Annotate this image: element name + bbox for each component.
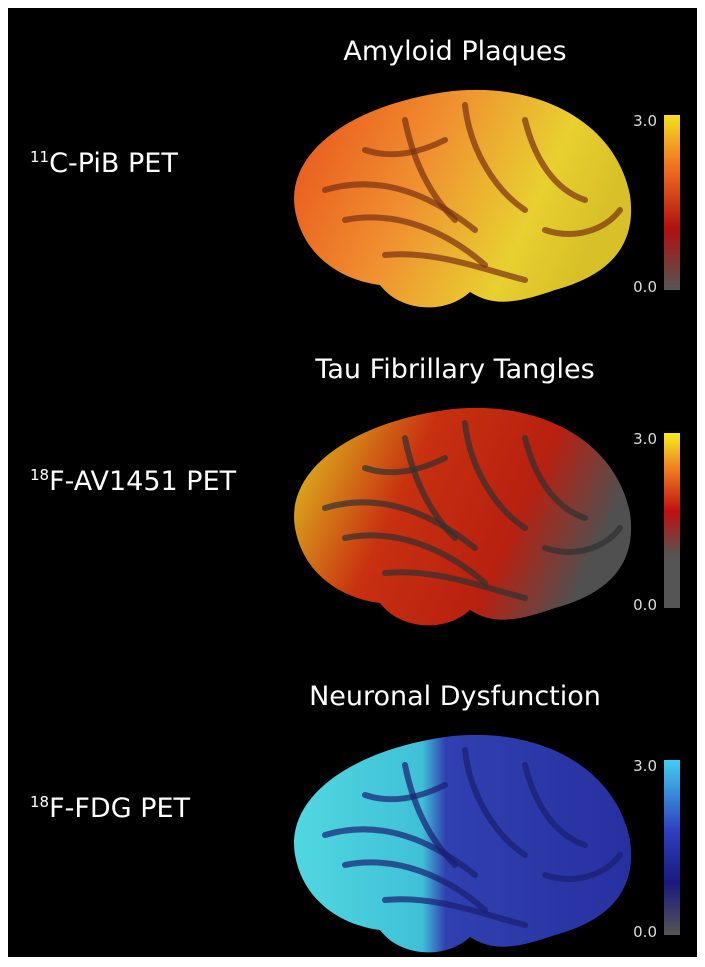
brain-sulcus [342, 214, 488, 268]
brain-sulcus [322, 826, 478, 878]
brain-sulcus [402, 435, 458, 541]
brain-sulcus [462, 747, 528, 858]
tracer-name: F-AV1451 PET [49, 466, 237, 497]
scale-min-label: 0.0 [633, 596, 657, 614]
brain-sulcus [322, 499, 478, 551]
tracer-name: C-PiB PET [49, 148, 178, 179]
panel-title: Amyloid Plaques [343, 36, 566, 67]
tracer-mass: 18 [30, 793, 49, 811]
brain-sulcus [362, 455, 448, 476]
brain-sulcus [382, 251, 528, 283]
brain-sulcus [362, 137, 448, 158]
color-bar [664, 760, 680, 935]
tracer-label: 11C-PiB PET [30, 148, 178, 179]
brain-surface [294, 734, 632, 953]
tracer-label: 18F-FDG PET [30, 793, 191, 824]
scale-max-label: 3.0 [633, 430, 657, 448]
panel: Neuronal Dysfunction 18F-FDG PET 3.0 0.0 [30, 681, 680, 953]
brain-sulcus [382, 569, 528, 601]
brain-sulcus [402, 762, 458, 868]
brain-sulcus [542, 207, 623, 237]
tracer-mass: 18 [30, 466, 49, 484]
brain-sulcus [462, 420, 528, 531]
brain-sulcus [542, 852, 623, 882]
brain-sulcus [522, 117, 588, 203]
brain-image [294, 734, 632, 953]
brain-sulcus [362, 782, 448, 803]
brain-sulcus [542, 525, 623, 555]
scale-max-label: 3.0 [633, 757, 657, 775]
panel: Tau Fibrillary Tangles 18F-AV1451 PET 3.0 0… [30, 354, 680, 626]
tracer-label: 18F-AV1451 PET [30, 466, 237, 497]
panel: Amyloid Plaques 11C-PiB PET 3.0 0.0 [30, 36, 680, 308]
panel-title: Tau Fibrillary Tangles [314, 354, 594, 385]
color-bar [664, 115, 680, 290]
brain-sulcus [382, 896, 528, 928]
brain-sulcus [402, 117, 458, 223]
scale-min-label: 0.0 [633, 278, 657, 296]
brain-sulcus [522, 435, 588, 521]
brain-sulcus [322, 181, 478, 233]
panel-title: Neuronal Dysfunction [309, 681, 601, 712]
brain-image [294, 407, 632, 626]
tracer-mass: 11 [30, 148, 49, 166]
brain-sulcus [462, 102, 528, 213]
scale-max-label: 3.0 [633, 112, 657, 130]
scale-min-label: 0.0 [633, 923, 657, 941]
brain-sulcus [342, 532, 488, 586]
brain-image [294, 89, 632, 308]
brain-surface [294, 89, 632, 308]
tracer-name: F-FDG PET [49, 793, 190, 824]
color-bar [664, 433, 680, 608]
brain-sulcus [342, 859, 488, 913]
brain-sulcus [522, 762, 588, 848]
brain-surface [294, 407, 632, 626]
